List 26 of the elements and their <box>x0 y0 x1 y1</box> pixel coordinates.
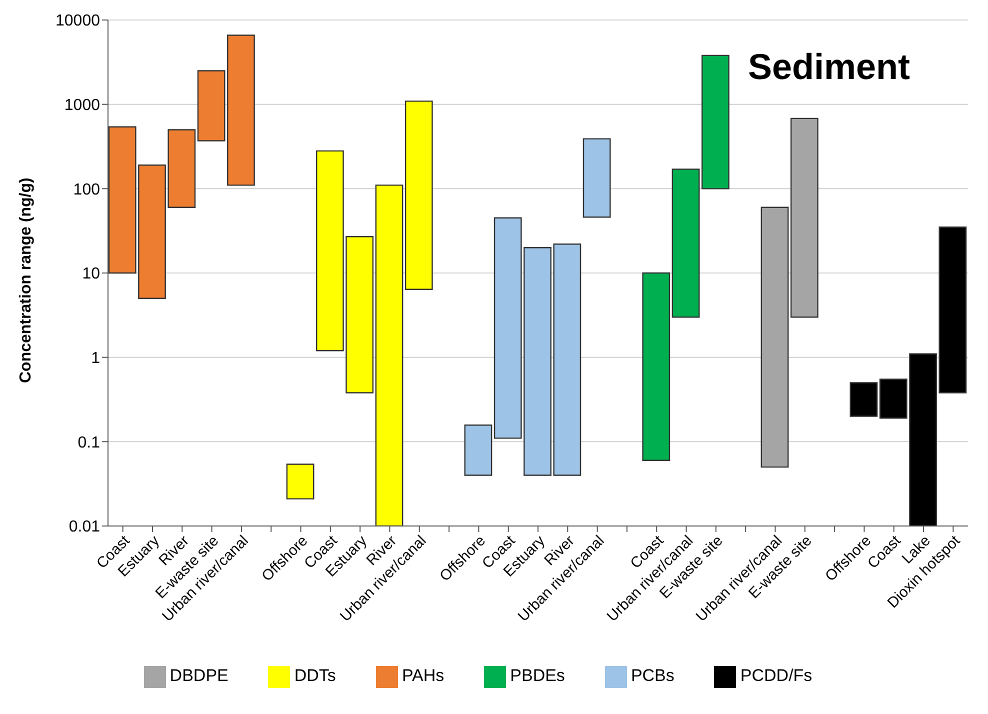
y-tick-label: 10 <box>82 266 100 283</box>
bar <box>790 118 818 318</box>
y-axis-title: Concentration range (ng/g) <box>18 178 35 383</box>
legend-label: PCBs <box>630 666 674 686</box>
bar <box>464 424 492 476</box>
bar <box>642 272 670 461</box>
bar <box>286 464 314 500</box>
y-tick-label: 10000 <box>56 12 100 30</box>
legend-label: DBDPE <box>170 666 228 686</box>
bar <box>582 138 611 218</box>
legend-label: DDTs <box>294 666 336 686</box>
bar <box>404 100 433 290</box>
bar <box>760 206 789 468</box>
y-tick-label: 100 <box>73 181 100 198</box>
y-tick-label: 0.01 <box>68 518 100 536</box>
y-tick-label: 1 <box>91 350 100 368</box>
bar <box>702 54 730 190</box>
y-tick-label: 0.1 <box>78 434 100 452</box>
legend-label: PCDD/Fs <box>740 666 812 686</box>
text: Sediment <box>748 46 910 88</box>
bar <box>375 184 404 526</box>
legend-label: PBDEs <box>510 666 565 686</box>
bar <box>672 168 700 318</box>
bar <box>850 382 878 417</box>
legend-label: PAHs <box>402 666 444 686</box>
y-tick-label: 1000 <box>64 97 100 114</box>
